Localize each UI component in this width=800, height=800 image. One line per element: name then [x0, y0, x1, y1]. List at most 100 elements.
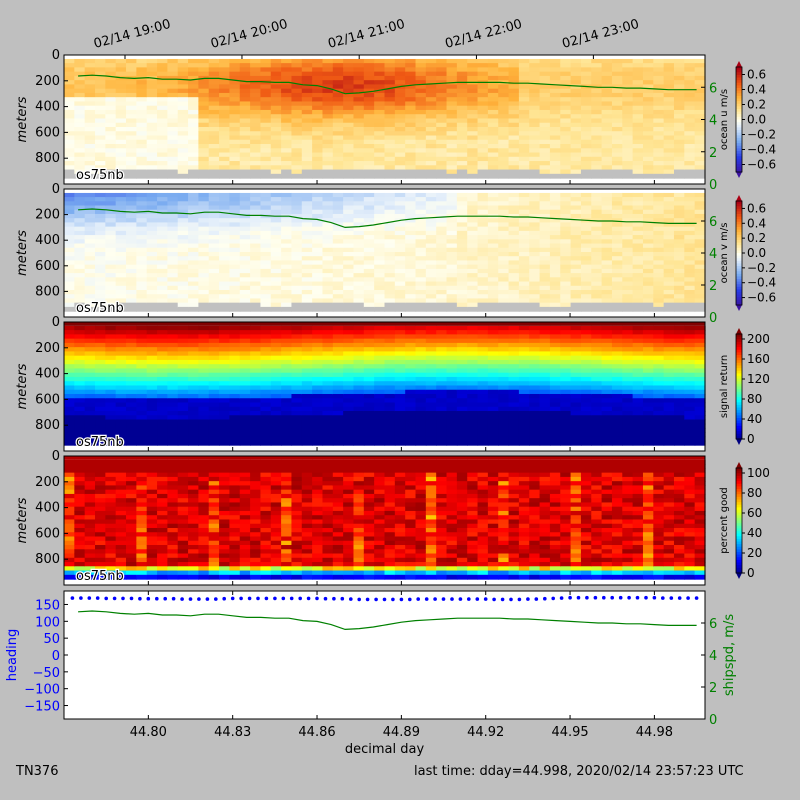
heatmap-cell — [322, 268, 334, 274]
heatmap-cell — [126, 436, 137, 442]
heatmap-cell — [291, 230, 303, 236]
heatmap-cell — [591, 277, 603, 283]
heatmap-cell — [384, 152, 396, 158]
heatmap-cell — [446, 355, 458, 361]
heatmap-cell — [219, 71, 231, 77]
heatmap-cell — [343, 251, 355, 257]
heatmap-cell — [539, 205, 551, 211]
heatmap-cell — [115, 239, 127, 245]
heatmap-cell — [105, 368, 117, 374]
heatmap-cell — [126, 423, 137, 429]
heatmap-cell — [694, 256, 706, 262]
heatmap-cell — [95, 126, 106, 132]
heatmap-cell — [663, 156, 675, 162]
heatmap-cell — [188, 342, 199, 348]
heatmap-cell — [188, 368, 199, 374]
heatmap-cell — [653, 302, 665, 308]
heatmap-cell — [270, 88, 282, 94]
heatmap-cell — [456, 84, 468, 90]
heatmap-cell — [374, 281, 386, 287]
heatmap-cell — [270, 260, 282, 266]
heatmap-cell — [198, 277, 210, 283]
heatmap-cell — [260, 342, 272, 348]
heatmap-cell — [384, 268, 396, 274]
heatmap-cell — [611, 118, 623, 124]
heatmap-cell — [115, 114, 127, 120]
heatmap-cell — [539, 342, 551, 348]
heatmap-cell — [281, 192, 293, 198]
heatmap-cell — [570, 114, 582, 120]
heatmap-cell — [126, 298, 137, 304]
heatmap-cell — [684, 197, 696, 202]
heatmap-cells — [64, 192, 706, 312]
heatmap-cell — [343, 294, 355, 300]
heatmap-cell — [446, 436, 458, 442]
heatmap-cell — [663, 243, 675, 249]
heatmap-cell — [260, 389, 272, 395]
heatmap-cell — [653, 209, 665, 215]
heatmap-cell — [374, 209, 386, 215]
heatmap-cell — [188, 355, 199, 361]
heatmap-cell — [250, 239, 262, 245]
heatmap-cell — [198, 268, 210, 274]
heatmap-cell — [146, 71, 158, 77]
heatmap-cell — [208, 114, 220, 120]
heatmap-cell — [477, 376, 489, 382]
heatmap-cell — [374, 372, 386, 378]
heatmap-cell — [549, 152, 561, 158]
heatmap-cell — [105, 230, 117, 236]
heatmap-cell — [456, 402, 468, 408]
heatmap-cell — [322, 385, 334, 391]
heatmap-cell — [632, 239, 644, 245]
heatmap-cell — [384, 285, 396, 291]
heatmap-cell — [239, 338, 251, 344]
heatmap-cell — [580, 58, 592, 64]
heatmap-cell — [270, 440, 282, 446]
heatmap-cell — [332, 368, 344, 374]
heatmap-cell — [549, 402, 561, 408]
heatmap-cell — [198, 230, 210, 236]
heatmap-cell — [105, 161, 117, 166]
heatmap-cell — [322, 415, 334, 421]
heatmap-cell — [332, 218, 344, 223]
heatmap-cell — [549, 173, 561, 179]
heatmap-cell — [467, 440, 479, 446]
heatmap-cell — [405, 355, 417, 361]
heatmap-cell — [508, 306, 520, 312]
heatmap-cell — [539, 80, 551, 86]
heatmap-cell — [198, 226, 210, 232]
heatmap-cell — [74, 84, 86, 90]
heatmap-cell — [239, 364, 251, 370]
heatmap-cell — [281, 364, 293, 370]
heatmap-cell — [446, 306, 458, 312]
colorbar-swatch — [736, 82, 742, 86]
heatmap-cell — [105, 355, 117, 361]
heatmap-cell — [446, 109, 458, 115]
heatmap-cell — [353, 239, 365, 245]
heatmap-cell — [353, 192, 365, 198]
heatmap-cell — [405, 148, 417, 154]
heatmap-cell — [456, 92, 468, 98]
heatmap-cell — [95, 376, 106, 382]
heatmap-cell — [394, 372, 406, 378]
heatmap-cell — [529, 368, 541, 374]
heatmap-cell — [115, 209, 127, 215]
heatmap-cell — [250, 351, 262, 357]
heatmap-cell — [157, 273, 168, 278]
heatmap-cell — [363, 126, 375, 132]
heatmap-cell — [549, 92, 561, 98]
heatmap-cells — [64, 325, 706, 446]
heatmap-cell — [343, 80, 355, 86]
heatmap-cell — [343, 330, 355, 335]
heatmap-cell — [694, 156, 706, 162]
heatmap-cell — [601, 101, 613, 107]
heatmap-cell — [260, 165, 272, 171]
heatmap-cell — [126, 385, 137, 391]
heatmap-cell — [663, 92, 675, 98]
heatmap-cell — [250, 218, 262, 223]
heatmap-cell — [74, 423, 86, 429]
colorbar-swatch — [736, 140, 742, 144]
heatmap-cell — [188, 84, 199, 90]
heatmap-cell — [446, 398, 458, 404]
heatmap-cell — [105, 436, 117, 442]
